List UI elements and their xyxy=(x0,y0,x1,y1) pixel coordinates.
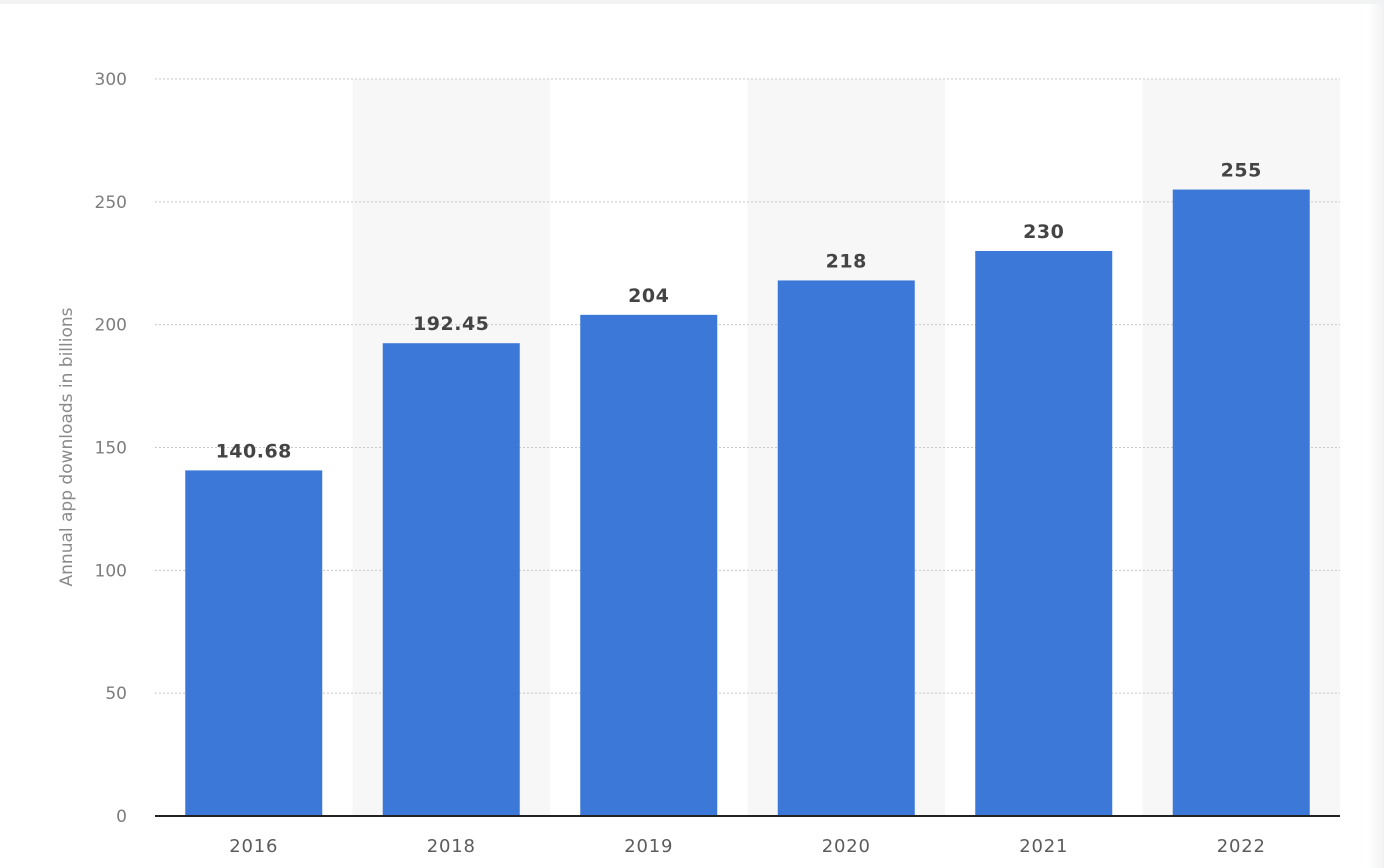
value-label-2021: 230 xyxy=(1023,221,1064,243)
x-axis-ticks: 2016 2018 2019 2020 2021 2022 xyxy=(229,836,1266,857)
value-label-2022: 255 xyxy=(1221,160,1262,182)
right-edge-fade xyxy=(1368,0,1384,868)
bars xyxy=(185,189,1310,817)
y-tick-label-300: 300 xyxy=(95,70,127,90)
y-tick-label-150: 150 xyxy=(95,439,127,459)
bar-2019 xyxy=(580,314,718,816)
x-tick-label-2018: 2018 xyxy=(427,836,476,857)
value-label-2018: 192.45 xyxy=(413,313,489,335)
y-axis-ticks: 0 50 100 150 200 250 300 xyxy=(95,70,127,827)
y-axis-label: Annual app downloads in billions xyxy=(57,307,77,586)
gridlines xyxy=(155,78,1340,694)
bar-2022 xyxy=(1172,189,1310,817)
y-tick-label-250: 250 xyxy=(95,193,127,213)
x-tick-label-2022: 2022 xyxy=(1217,836,1266,857)
y-tick-label-100: 100 xyxy=(95,561,127,581)
bar-2020 xyxy=(777,280,915,816)
x-tick-label-2021: 2021 xyxy=(1019,836,1068,857)
x-tick-label-2016: 2016 xyxy=(229,836,278,857)
value-label-2016: 140.68 xyxy=(216,440,292,462)
bar-2021 xyxy=(975,250,1113,816)
x-tick-label-2020: 2020 xyxy=(822,836,871,857)
y-tick-label-0: 0 xyxy=(116,807,127,827)
value-label-2019: 204 xyxy=(628,285,669,307)
y-tick-label-200: 200 xyxy=(95,316,127,336)
y-tick-label-50: 50 xyxy=(105,684,127,704)
x-tick-label-2019: 2019 xyxy=(624,836,673,857)
value-label-2020: 218 xyxy=(826,250,867,272)
top-edge xyxy=(0,0,1384,4)
bar-2018 xyxy=(382,343,520,816)
value-labels: 140.68 192.45 204 218 230 255 xyxy=(216,160,1262,463)
bar-2016 xyxy=(185,470,323,816)
